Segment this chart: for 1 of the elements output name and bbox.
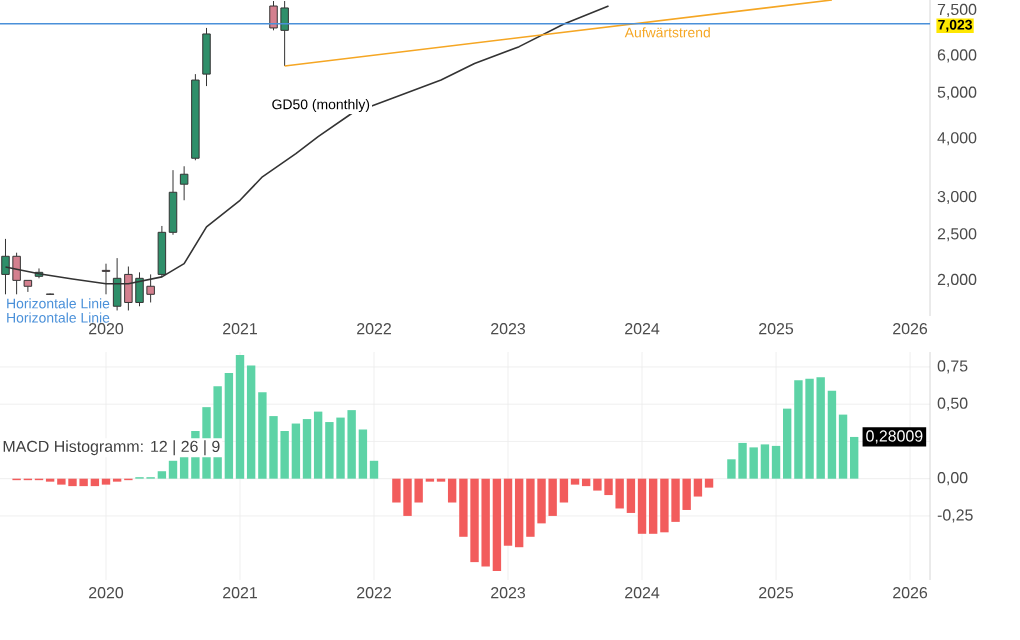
candlestick [179,165,189,201]
